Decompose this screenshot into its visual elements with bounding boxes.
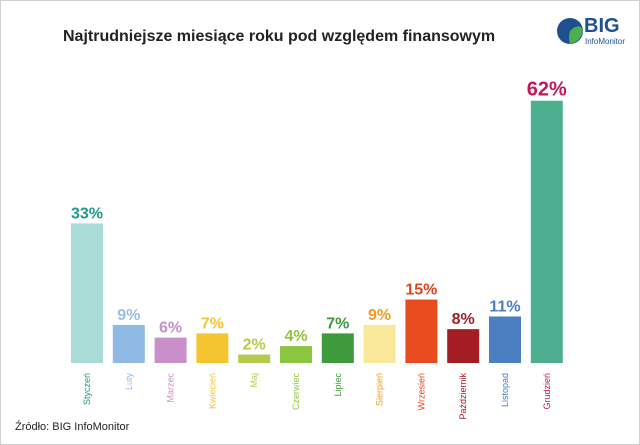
value-label: 9% (117, 307, 140, 324)
category-label: Maj (249, 373, 259, 388)
bar-1 (112, 324, 145, 363)
bar-4 (238, 354, 271, 363)
category-label: Październik (458, 373, 468, 420)
value-label: 9% (368, 307, 391, 324)
bar-2 (154, 337, 187, 363)
logo-sub: InfoMonitor (585, 37, 626, 46)
bar-10 (489, 316, 521, 363)
bar-0 (71, 223, 103, 363)
category-label: Sierpień (375, 373, 385, 406)
category-label: Lipiec (333, 373, 343, 397)
bar-7 (363, 324, 396, 363)
category-label: Listopad (500, 373, 510, 407)
category-label: Kwiecień (207, 373, 217, 409)
category-label: Grudzień (542, 373, 552, 410)
value-label: 33% (71, 205, 103, 222)
source-note: Źródło: BIG InfoMonitor (15, 421, 130, 433)
logo-icon (557, 18, 583, 44)
category-label: Wrzesień (416, 373, 426, 410)
value-label: 4% (284, 328, 307, 345)
category-label: Luty (124, 373, 134, 391)
value-label: 62% (527, 79, 567, 101)
category-label: Marzec (166, 373, 176, 403)
value-label: 7% (201, 315, 224, 332)
bar-3 (196, 333, 229, 363)
big-infomonitor-logo: BIG InfoMonitor (556, 15, 626, 51)
bar-6 (321, 333, 354, 363)
value-label: 2% (243, 337, 266, 354)
bar-5 (280, 346, 312, 363)
value-label: 8% (452, 311, 475, 328)
bar-11 (530, 100, 563, 364)
bar-9 (447, 329, 480, 363)
value-label: 11% (489, 298, 520, 315)
bar-8 (405, 299, 438, 363)
value-label: 7% (326, 315, 349, 332)
value-label: 6% (159, 320, 182, 337)
chart-title: Najtrudniejsze miesiące roku pod względe… (63, 28, 496, 45)
logo-main: BIG (584, 15, 620, 37)
value-label: 15% (405, 282, 437, 299)
category-label: Czerwiec (291, 373, 301, 411)
category-label: Styczeń (82, 373, 92, 405)
